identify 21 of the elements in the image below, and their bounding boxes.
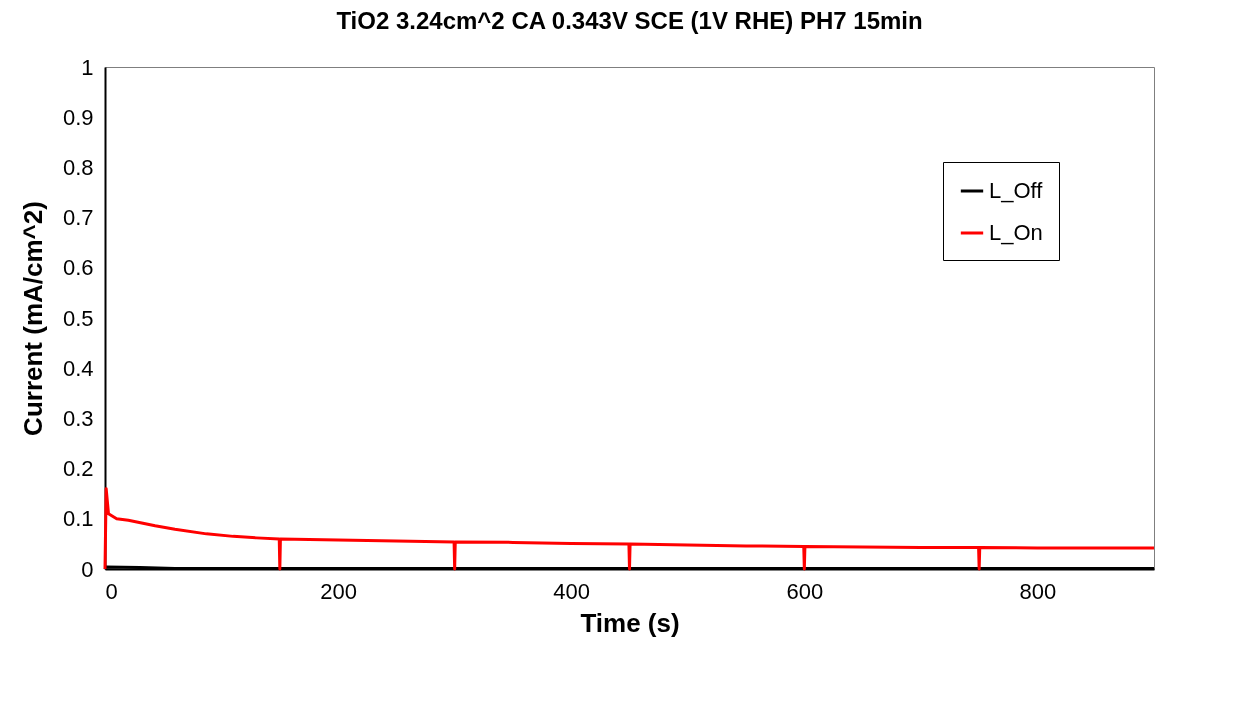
y-tick-label: 0 <box>81 556 94 582</box>
y-tick-label: 0.2 <box>62 456 94 482</box>
y-tick-label: 0.5 <box>62 305 94 331</box>
x-tick-label: 400 <box>553 578 591 604</box>
y-tick-label: 0.8 <box>62 154 94 180</box>
x-tick-label: 800 <box>1019 578 1057 604</box>
y-tick-label: 0.1 <box>62 506 94 532</box>
x-tick-label: 600 <box>786 578 824 604</box>
x-axis-title: Time (s) <box>580 607 680 638</box>
legend-label: L_On <box>989 220 1043 245</box>
chart-title: TiO2 3.24cm^2 CA 0.343V SCE (1V RHE) PH7 15min <box>336 7 923 34</box>
y-tick-label: 0.7 <box>62 205 94 231</box>
y-tick-label: 1 <box>81 54 94 80</box>
x-tick-label: 200 <box>320 578 357 604</box>
y-tick-label: 0.4 <box>62 355 94 381</box>
y-tick-label: 0.3 <box>62 405 94 431</box>
x-tick-label: 0 <box>105 578 118 604</box>
legend-label: L_Off <box>989 178 1044 203</box>
y-axis-title: Current (mA/cm^2) <box>17 201 48 436</box>
y-tick-label: 0.6 <box>62 255 94 281</box>
y-tick-label: 0.9 <box>62 104 94 130</box>
